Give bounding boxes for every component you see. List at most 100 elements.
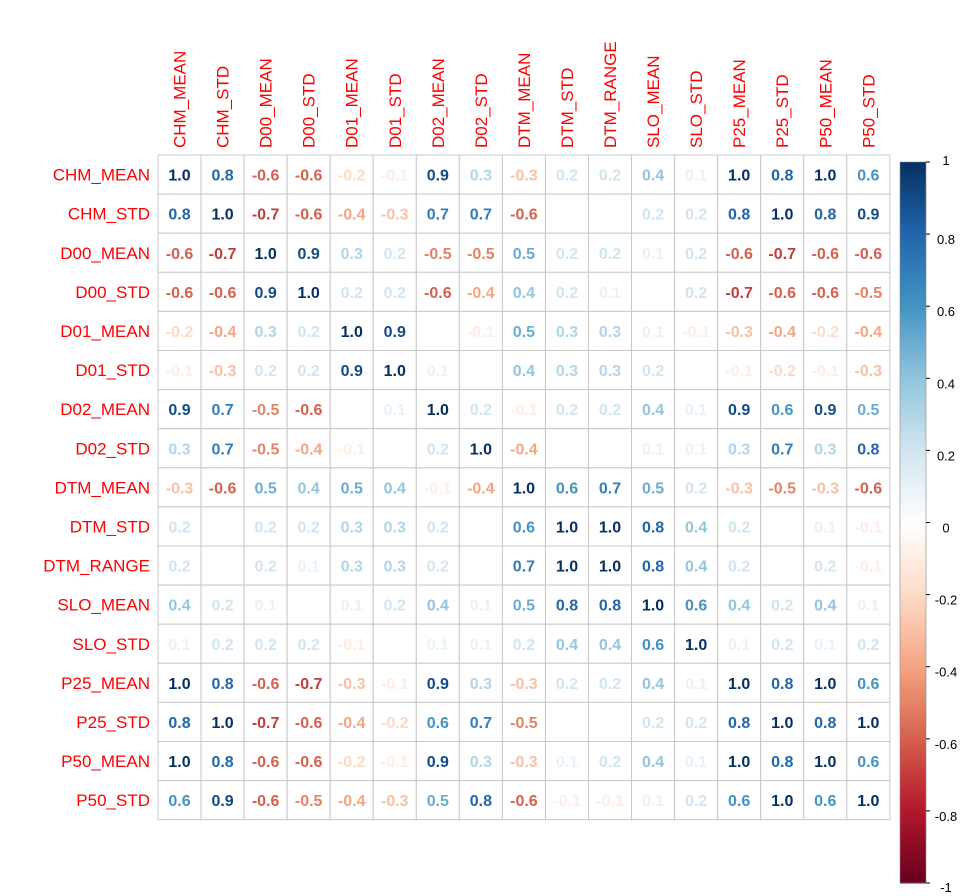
heatmap-cell — [717, 584, 762, 625]
cell-value: 0.2 — [384, 285, 406, 302]
heatmap-cell — [200, 584, 245, 625]
cell-value: 0.0 — [599, 715, 621, 732]
heatmap-cell — [631, 741, 676, 782]
colorbar-segment — [900, 479, 926, 484]
cell-value: 0.7 — [211, 402, 233, 419]
heatmap-cell — [588, 467, 633, 508]
cell-value: -0.4 — [768, 324, 796, 341]
colorbar-segment — [900, 273, 926, 278]
cell-value: 0.6 — [771, 402, 793, 419]
colorbar-segment — [900, 857, 926, 862]
cell-value: 0.4 — [642, 402, 664, 419]
heatmap-cell — [243, 232, 288, 273]
colorbar-segment — [900, 201, 926, 206]
heatmap-cell — [329, 310, 374, 351]
cell-value: -0.3 — [381, 207, 409, 224]
colorbar-segment — [900, 208, 926, 214]
cell-value: 0.9 — [427, 754, 449, 771]
heatmap-cell — [846, 428, 891, 469]
heatmap-cell — [286, 350, 331, 391]
cell-value: 0.9 — [427, 676, 449, 693]
colorbar-segment — [900, 468, 926, 473]
cell-value: -0.3 — [510, 168, 538, 185]
colorbar-segment — [900, 446, 926, 451]
heatmap-cell — [329, 467, 374, 508]
heatmap-cell — [846, 350, 891, 391]
cell-value: 0.3 — [341, 559, 363, 576]
cell-value: 0.8 — [642, 559, 664, 576]
cell-value: 0.1 — [642, 324, 664, 341]
heatmap-cell — [544, 154, 590, 195]
colorbar-segment — [900, 677, 926, 682]
heatmap-cell — [501, 584, 546, 625]
cell-value: 1.0 — [771, 207, 793, 224]
column-label: P25_MEAN — [730, 59, 749, 148]
cell-value: 0.3 — [384, 519, 406, 536]
colorbar-segment — [900, 875, 926, 880]
colorbar-segment — [900, 720, 926, 725]
cell-value: 0.0 — [211, 559, 233, 576]
colorbar-segment — [900, 846, 926, 852]
colorbar-segment — [900, 771, 926, 776]
colorbar-segment — [900, 277, 926, 282]
row-label: SLO_STD — [73, 635, 150, 654]
cell-value: 1.0 — [298, 285, 320, 302]
row-label: D00_MEAN — [60, 244, 150, 263]
cell-value: 0.1 — [341, 598, 363, 615]
cell-value: 0.2 — [642, 363, 664, 380]
heatmap-cell — [846, 154, 891, 195]
cell-value: 0.3 — [556, 324, 578, 341]
heatmap-cell — [674, 271, 719, 312]
heatmap-cell — [157, 701, 202, 743]
cell-value: -0.3 — [811, 480, 839, 497]
cell-value: 0.1 — [642, 441, 664, 458]
cell-value: -0.3 — [338, 676, 366, 693]
colorbar-segment — [900, 868, 926, 873]
colorbar-segment — [900, 659, 926, 664]
colorbar-segment — [900, 670, 926, 675]
row-label: DTM_STD — [70, 517, 150, 536]
colorbar-segment — [900, 457, 926, 462]
column-label: P50_MEAN — [816, 59, 835, 148]
cell-value: -0.6 — [811, 246, 839, 263]
cell-value: -0.1 — [381, 754, 409, 771]
cell-value: 0.2 — [556, 285, 578, 302]
cell-value: 1.0 — [857, 715, 879, 732]
heatmap-cell — [286, 310, 331, 351]
cell-value: 0.2 — [556, 402, 578, 419]
colorbar-segment — [900, 839, 926, 844]
column-label: D02_MEAN — [429, 58, 448, 148]
heatmap-cell — [803, 310, 848, 351]
cell-value: 0.2 — [168, 519, 190, 536]
colorbar-segment — [900, 616, 926, 621]
colorbar-segment — [900, 280, 926, 286]
cell-value: -0.7 — [252, 207, 280, 224]
heatmap-cell — [717, 310, 762, 351]
colorbar-segment — [900, 262, 926, 268]
cell-value: 0.2 — [771, 598, 793, 615]
heatmap-cell — [372, 232, 417, 273]
cell-value: 1.0 — [427, 402, 449, 419]
colorbar-tick-label: -0.8 — [935, 809, 957, 824]
colorbar-segment — [900, 605, 926, 610]
cell-value: -0.3 — [725, 480, 753, 497]
cell-value: 0.2 — [298, 637, 320, 654]
cell-value: 0.2 — [211, 598, 233, 615]
colorbar-segment — [900, 490, 926, 495]
row-label: P50_MEAN — [61, 752, 150, 771]
column-label: D02_STD — [472, 73, 491, 148]
heatmap-cell — [458, 741, 503, 782]
colorbar-segment — [900, 580, 926, 585]
colorbar-segment — [900, 270, 926, 275]
cell-value: -0.7 — [725, 285, 753, 302]
heatmap-cell — [717, 623, 762, 664]
cell-value: -0.4 — [338, 207, 366, 224]
cell-value: 0.3 — [556, 363, 578, 380]
cell-value: -0.5 — [252, 402, 280, 419]
colorbar-segment — [900, 511, 926, 516]
heatmap-cell — [329, 545, 374, 586]
cell-value: -0.6 — [725, 246, 753, 263]
colorbar-segment — [900, 389, 926, 394]
heatmap-cell — [846, 584, 891, 625]
colorbar-segment — [900, 345, 926, 351]
